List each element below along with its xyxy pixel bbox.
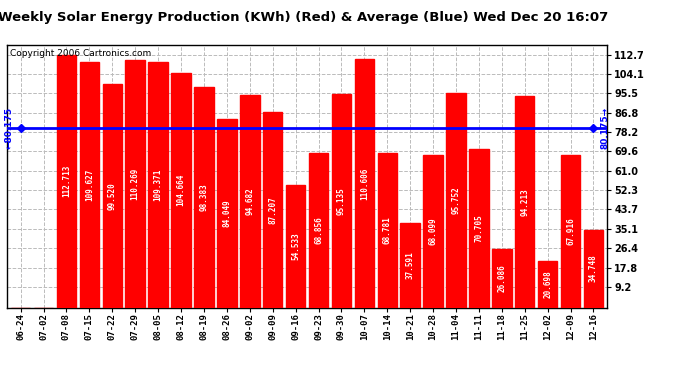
Bar xyxy=(57,55,76,308)
Text: 109.371: 109.371 xyxy=(154,169,163,201)
Text: 95.752: 95.752 xyxy=(451,186,460,214)
Text: 70.705: 70.705 xyxy=(475,214,484,242)
Text: 94.213: 94.213 xyxy=(520,188,529,216)
Text: 99.520: 99.520 xyxy=(108,182,117,210)
Text: ←80.175: ←80.175 xyxy=(5,106,14,148)
Bar xyxy=(538,261,558,308)
Bar xyxy=(469,149,489,308)
Bar xyxy=(424,155,443,308)
Text: 34.748: 34.748 xyxy=(589,255,598,282)
Bar xyxy=(332,94,351,308)
Bar xyxy=(126,60,145,308)
Text: 68.781: 68.781 xyxy=(383,216,392,244)
Bar xyxy=(148,62,168,308)
Text: 80.175→: 80.175→ xyxy=(600,106,609,148)
Bar xyxy=(103,84,122,308)
Bar xyxy=(217,119,237,308)
Text: 112.713: 112.713 xyxy=(62,165,71,197)
Text: 37.591: 37.591 xyxy=(406,252,415,279)
Text: 94.682: 94.682 xyxy=(245,188,255,215)
Text: 68.099: 68.099 xyxy=(428,217,437,245)
Bar xyxy=(561,155,580,308)
Text: 110.269: 110.269 xyxy=(130,168,139,200)
Text: Copyright 2006 Cartronics.com: Copyright 2006 Cartronics.com xyxy=(10,49,151,58)
Bar xyxy=(584,230,603,308)
Text: 95.135: 95.135 xyxy=(337,187,346,214)
Bar xyxy=(400,223,420,308)
Bar xyxy=(308,153,328,308)
Bar xyxy=(194,87,214,308)
Bar xyxy=(492,249,511,308)
Bar xyxy=(286,185,306,308)
Text: 110.606: 110.606 xyxy=(359,167,369,200)
Text: 98.383: 98.383 xyxy=(199,183,208,211)
Text: 20.698: 20.698 xyxy=(543,270,552,298)
Text: 26.086: 26.086 xyxy=(497,264,506,292)
Bar xyxy=(355,59,374,308)
Bar xyxy=(171,73,190,308)
Text: 84.049: 84.049 xyxy=(222,200,231,227)
Bar xyxy=(377,153,397,308)
Bar xyxy=(240,95,259,308)
Text: 87.207: 87.207 xyxy=(268,196,277,223)
Text: 54.533: 54.533 xyxy=(291,232,300,260)
Text: 104.664: 104.664 xyxy=(177,174,186,206)
Bar xyxy=(515,96,535,308)
Text: 68.856: 68.856 xyxy=(314,216,323,244)
Text: Weekly Solar Energy Production (KWh) (Red) & Average (Blue) Wed Dec 20 16:07: Weekly Solar Energy Production (KWh) (Re… xyxy=(0,11,609,24)
Bar xyxy=(79,62,99,308)
Bar xyxy=(263,112,282,308)
Text: 67.916: 67.916 xyxy=(566,217,575,245)
Text: 109.627: 109.627 xyxy=(85,168,94,201)
Bar xyxy=(446,93,466,308)
